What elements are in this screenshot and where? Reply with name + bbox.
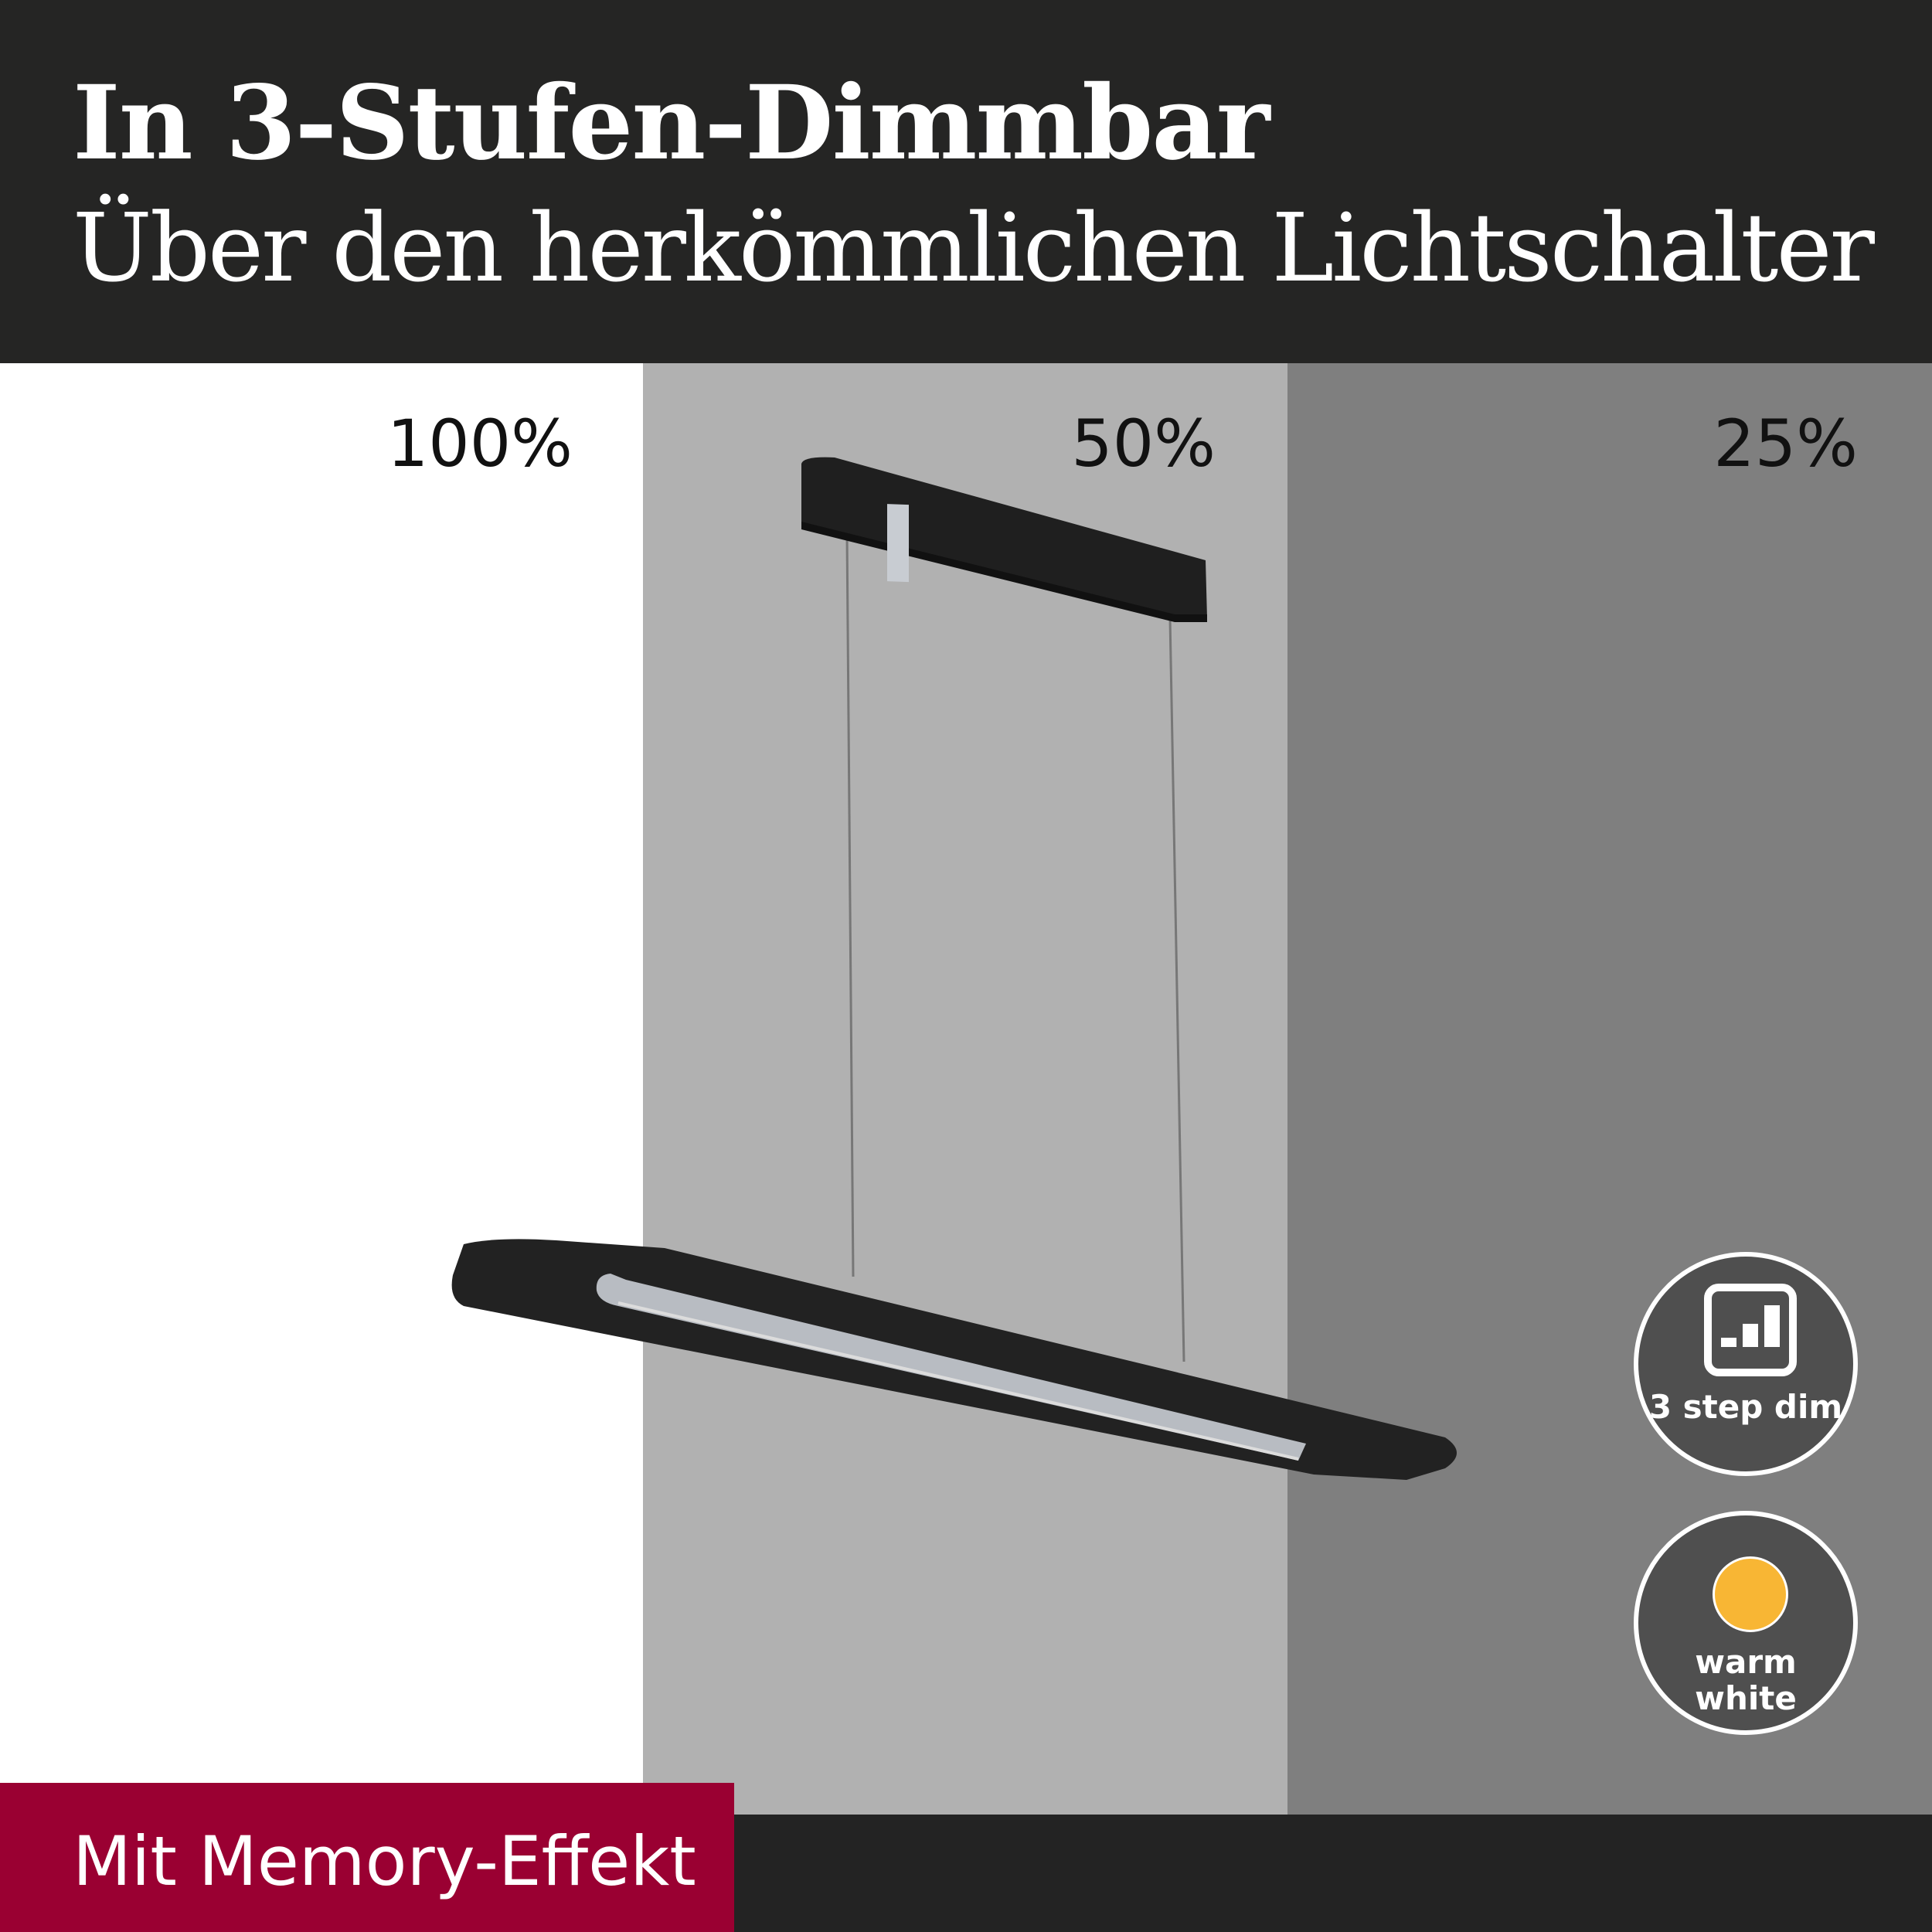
page-title: In 3-Stufen-Dimmbar: [73, 63, 1270, 183]
memory-effect-banner: Mit Memory-Effekt: [0, 1783, 734, 1932]
brightness-label-25: 25%: [1713, 406, 1858, 481]
badge-warm-white: warm white: [1634, 1511, 1858, 1735]
signal-bars-icon: [1704, 1284, 1797, 1376]
brightness-label-50: 50%: [1071, 406, 1216, 481]
memory-effect-label: Mit Memory-Effekt: [73, 1821, 696, 1901]
panel-100: [0, 363, 643, 1816]
suspension-cable-right: [1168, 617, 1185, 1362]
page-subtitle: Über den herkömmlichen Lichtschalter: [73, 193, 1875, 303]
warm-light-dot-icon: [1713, 1556, 1788, 1632]
brightness-label-100: 100%: [386, 406, 573, 481]
badge-warm-line2: white: [1695, 1679, 1797, 1717]
suspension-cable-left: [845, 532, 855, 1277]
badge-dim-label: 3 step dim: [1648, 1388, 1843, 1426]
badge-warm-line1: warm: [1695, 1643, 1797, 1681]
header: In 3-Stufen-Dimmbar Über den herkömmlich…: [0, 0, 1932, 363]
badge-3-step-dim: 3 step dim: [1634, 1252, 1858, 1476]
lamp-body: [451, 1239, 1457, 1480]
ceiling-canopy: [801, 457, 1207, 622]
